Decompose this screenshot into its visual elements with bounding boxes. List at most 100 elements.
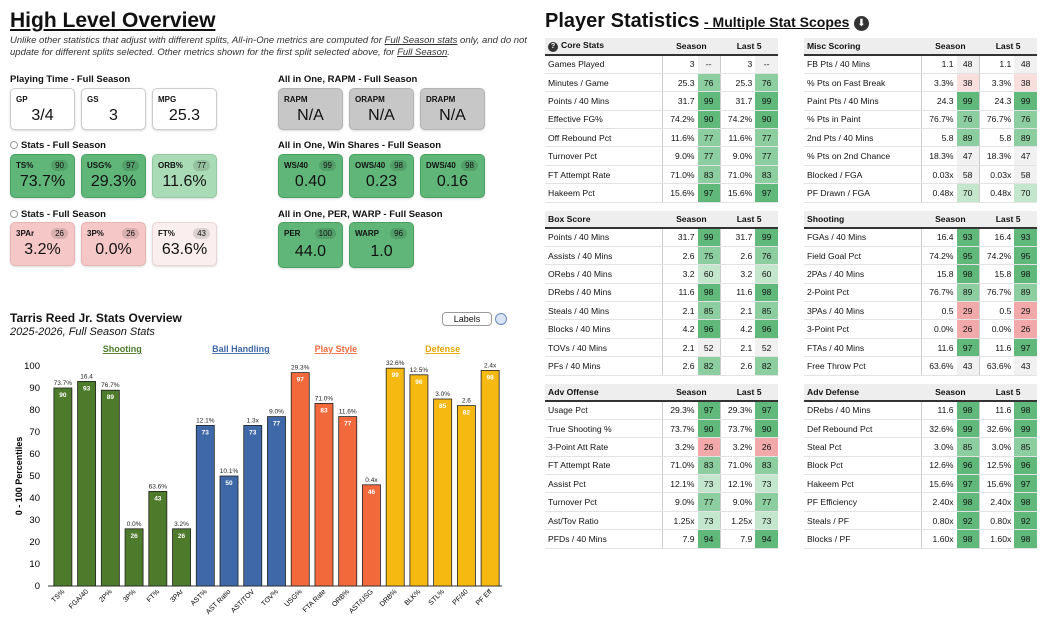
per-badge: 100 — [314, 228, 336, 239]
ows40-badge: 98 — [390, 160, 407, 171]
last5-header: Last 5 — [979, 384, 1037, 402]
season-value: 25.3 — [662, 73, 698, 93]
stat-name: PFDs / 40 Mins — [545, 529, 663, 549]
table-row: Points / 40 Mins 31.7 99 31.7 99 — [545, 91, 778, 111]
ows40-value: 0.23 — [365, 173, 398, 190]
last5-value: 0.0% — [978, 319, 1015, 339]
last5-value: 2.6 — [719, 356, 756, 376]
bar-data-label: 76.7% — [101, 382, 120, 389]
last5-percentile: 82 — [755, 356, 778, 376]
season-percentile: 98 — [956, 492, 980, 512]
stat-name: Blocked / FGA — [804, 165, 922, 185]
full-season-stats-link[interactable]: Full Season stats — [384, 35, 458, 46]
last5-percentile: 89 — [1014, 128, 1037, 148]
table-row: TOVs / 40 Mins 2.1 52 2.1 52 — [545, 338, 778, 358]
table-header: Shooting Season Last 5 — [804, 211, 1037, 229]
season-percentile: 26 — [697, 437, 721, 457]
info-icon[interactable]: ? — [548, 42, 558, 52]
ows40-label: OWS/40 — [355, 161, 386, 170]
group-label-play-style: Play Style — [315, 344, 358, 354]
stat-name: Hakeem Pct — [804, 474, 922, 494]
last5-header: Last 5 — [720, 211, 778, 229]
season-value: 9.0% — [662, 492, 698, 512]
bar-percentile-label: 77 — [273, 421, 281, 428]
last5-value: 71.0% — [719, 165, 756, 185]
radio-icon[interactable] — [10, 141, 18, 149]
x-tick-label: DRB% — [379, 588, 399, 608]
bar-data-label: 9.0% — [269, 409, 284, 416]
last5-percentile: 76 — [755, 246, 778, 266]
labels-toggle-switch[interactable] — [495, 313, 507, 325]
stats-overview-chart: 0 10 20 30 40 50 60 70 80 90 100 0 - 100 Percentile… — [14, 344, 502, 616]
box-score-title: Box Score — [548, 214, 591, 224]
last5-value: 1.60x — [978, 529, 1015, 549]
y-tick-label: 0 — [35, 581, 40, 592]
stat-name: PF Efficiency — [804, 492, 922, 512]
bar-percentile-label: 50 — [225, 480, 233, 487]
bar-data-label: 63.6% — [149, 483, 168, 490]
season-value: 63.6% — [921, 356, 957, 376]
last5-percentile: 73 — [755, 474, 778, 494]
season-percentile: 95 — [956, 246, 980, 266]
last5-value: 2.40x — [978, 492, 1015, 512]
stat-name: % Pts in Paint — [804, 110, 922, 130]
season-percentile: 92 — [956, 511, 980, 531]
download-icon[interactable]: ⬇ — [853, 16, 869, 31]
table-row: PFDs / 40 Mins 7.9 94 7.9 94 — [545, 529, 778, 549]
bar-percentile-label: 73 — [249, 429, 257, 436]
season-value: 2.40x — [921, 492, 957, 512]
ws40-label: WS/40 — [284, 161, 309, 170]
stat-name: Steal Pct — [804, 437, 922, 457]
season-percentile: 60 — [697, 264, 721, 284]
table-title: Adv Offense — [545, 384, 663, 402]
y-tick-label: 70 — [29, 427, 40, 438]
bar-percentile-label: 98 — [487, 374, 495, 381]
last5-percentile: 89 — [1014, 283, 1037, 303]
last5-value: 7.9 — [719, 529, 756, 549]
table-row: Assist Pct 12.1% 73 12.1% 73 — [545, 474, 778, 494]
bar-fta-rate — [314, 403, 334, 587]
season-value: 11.6 — [921, 401, 957, 420]
season-value: 32.6% — [921, 419, 957, 439]
labels-toggle[interactable]: Labels — [442, 312, 492, 326]
rapm-label-text: RAPM — [284, 95, 308, 104]
drapm-label: DRAPM — [426, 95, 456, 104]
season-percentile: 98 — [697, 283, 721, 303]
full-season-link[interactable]: Full Season — [397, 46, 448, 58]
season-value: 3.0% — [921, 437, 957, 457]
season-value: 3 — [662, 55, 698, 74]
last5-percentile: 98 — [755, 283, 778, 303]
table-row: Steals / 40 Mins 2.1 85 2.1 85 — [545, 301, 778, 321]
last5-value: 3.3% — [978, 73, 1015, 93]
dws40-card: DWS/40 98 0.16 — [420, 154, 485, 198]
last5-value: 18.3% — [978, 146, 1015, 166]
3p-label: 3P% — [87, 229, 104, 238]
group-label-ball-handling: Ball Handling — [212, 344, 270, 354]
bar-fga-40 — [77, 381, 97, 587]
season-percentile: 77 — [697, 128, 721, 148]
last5-percentile: 70 — [1014, 183, 1037, 203]
season-percentile: 98 — [956, 529, 980, 549]
last5-value: 11.6 — [719, 283, 756, 303]
stats-label-1[interactable]: Stats - Full Season — [10, 140, 106, 151]
table-row: Steal Pct 3.0% 85 3.0% 85 — [804, 437, 1037, 457]
table-row: FB Pts / 40 Mins 1.1 48 1.1 48 — [804, 55, 1037, 74]
stat-name: 2nd Pts / 40 Mins — [804, 128, 922, 148]
stat-name: Turnover Pct — [545, 146, 663, 166]
radio-icon[interactable] — [10, 210, 18, 218]
stats-label-2[interactable]: Stats - Full Season — [10, 209, 106, 220]
season-percentile: 73 — [697, 511, 721, 531]
table-row: Ast/Tov Ratio 1.25x 73 1.25x 73 — [545, 511, 778, 531]
last5-value: 76.7% — [978, 283, 1015, 303]
last5-percentile: 92 — [1014, 511, 1037, 531]
season-value: 2.1 — [662, 338, 698, 358]
player-stats-title: Player Statistics — [545, 10, 700, 32]
season-percentile: 89 — [956, 283, 980, 303]
stat-name: Points / 40 Mins — [545, 91, 663, 111]
last5-value: 3.2 — [719, 264, 756, 284]
last5-header: Last 5 — [979, 38, 1037, 56]
bar-data-label: 1.3x — [247, 417, 260, 424]
bar-percentile-label: 96 — [415, 379, 423, 386]
per-label-text: PER — [284, 229, 301, 238]
table-row: Def Rebound Pct 32.6% 99 32.6% 99 — [804, 419, 1037, 439]
